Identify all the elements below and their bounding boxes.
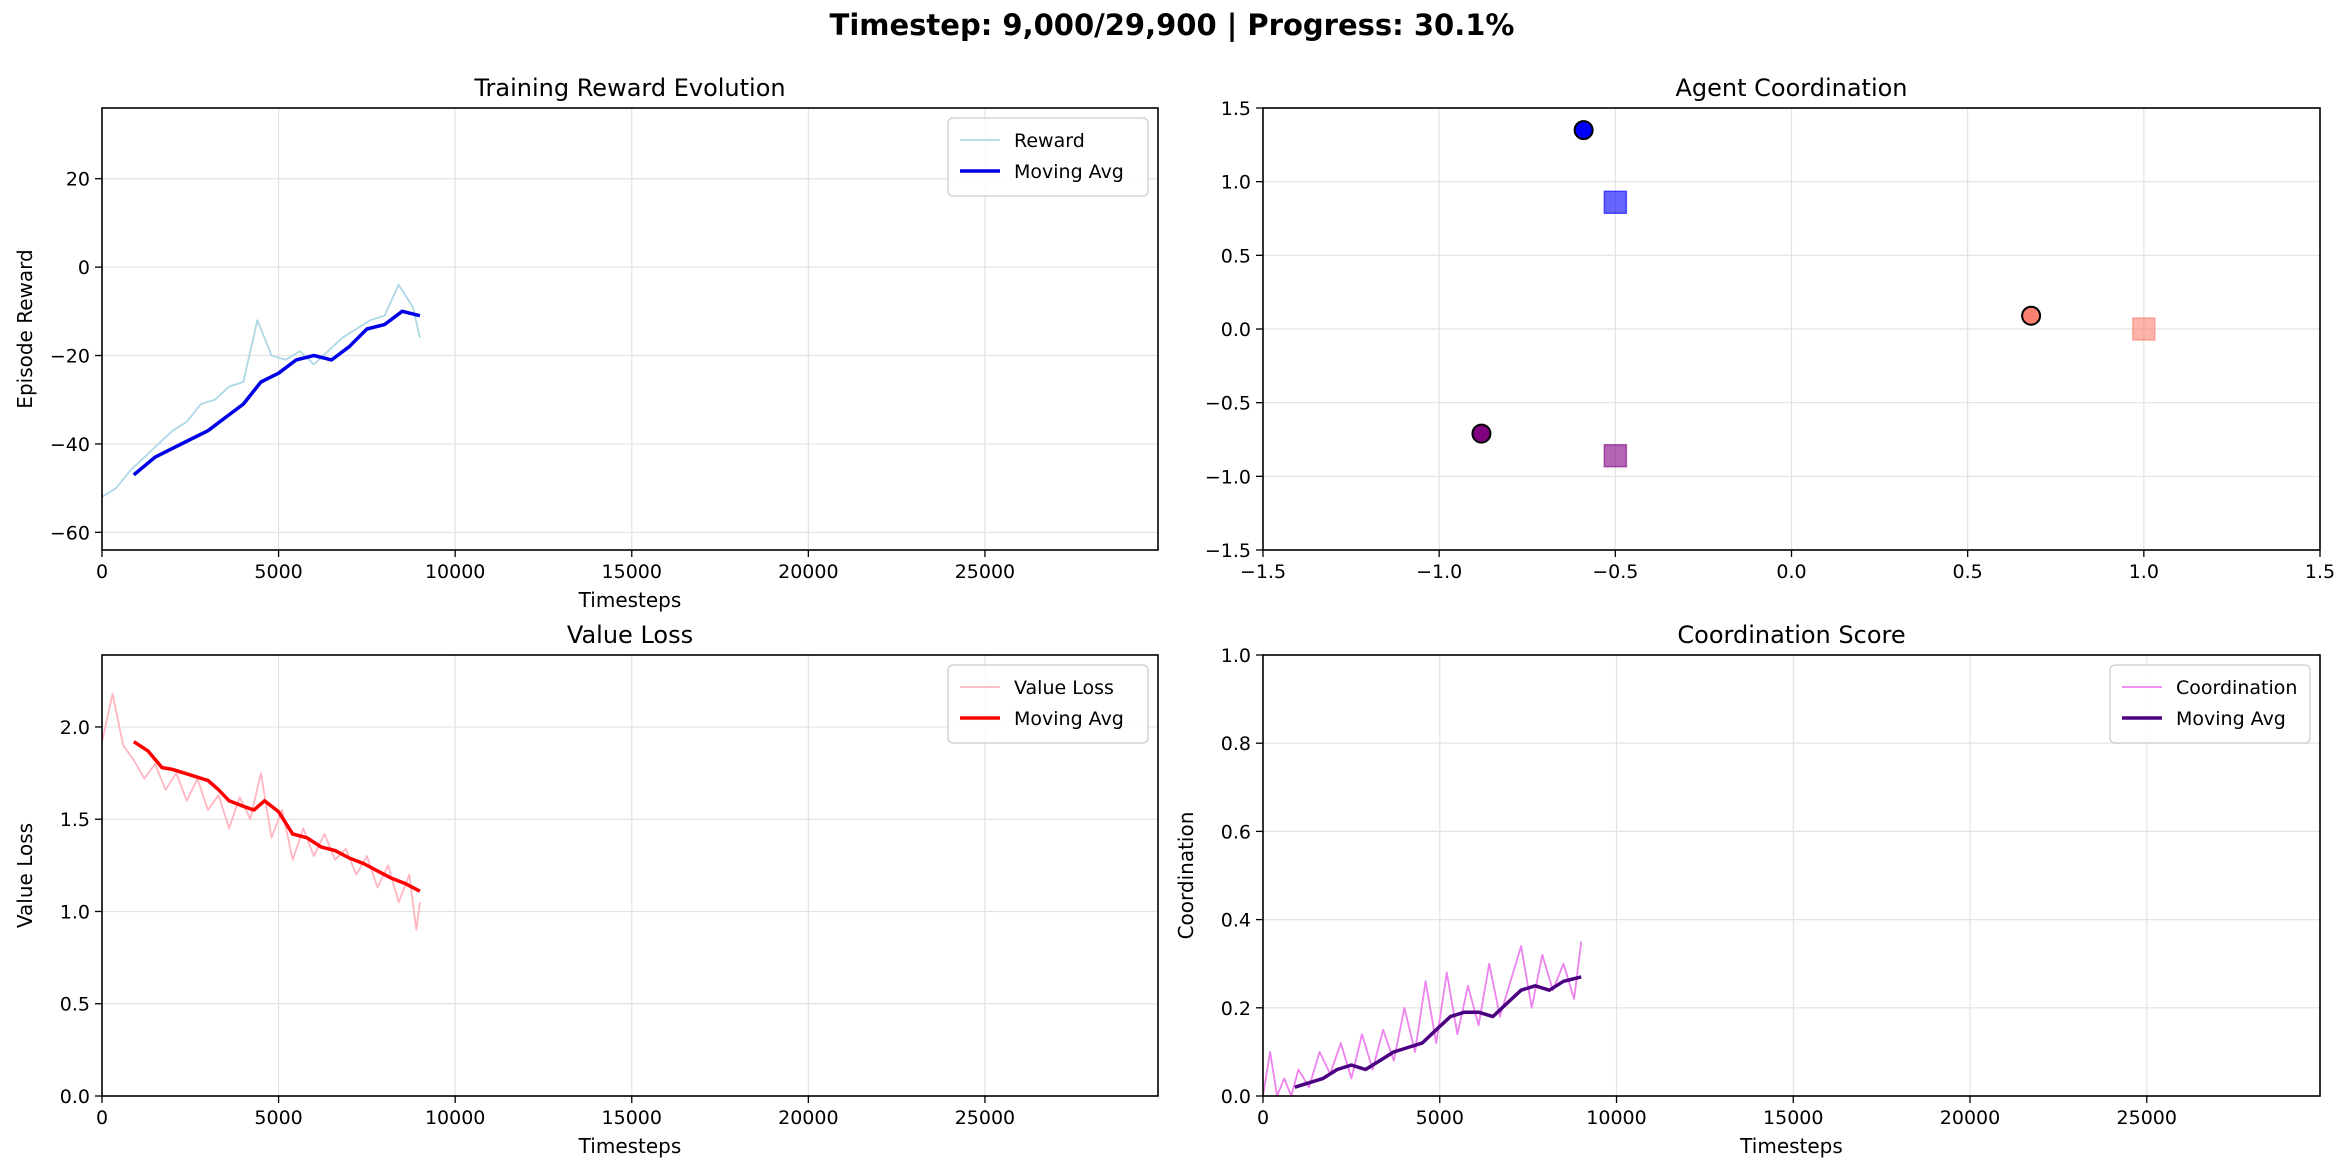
x-axis-label: Timesteps — [1739, 1134, 1843, 1158]
y-tick-label: 0.6 — [1221, 821, 1251, 843]
axes-frame — [101, 654, 1159, 1097]
y-tick-label: 1.0 — [60, 901, 90, 923]
plot-data — [102, 692, 421, 931]
x-tick-label: 15000 — [602, 561, 662, 583]
target-marker — [2132, 317, 2156, 341]
y-tick-label: 0 — [78, 257, 90, 279]
figure-suptitle: Timestep: 9,000/29,900 | Progress: 30.1% — [829, 8, 1515, 42]
legend-label: Reward — [1014, 130, 1085, 152]
y-tick-label: 0.0 — [1221, 319, 1251, 341]
legend-box — [947, 117, 1149, 197]
y-tick-label: 20 — [66, 169, 90, 191]
y-tick-label: −1.5 — [1205, 540, 1251, 562]
y-tick-label: −1.0 — [1205, 466, 1251, 488]
axes-title: Value Loss — [567, 621, 693, 649]
series-line — [102, 692, 421, 931]
y-tick-label: 1.5 — [60, 809, 90, 831]
series-line — [102, 283, 421, 498]
x-tick-label: 10000 — [425, 1107, 485, 1129]
y-axis-label: Value Loss — [13, 823, 37, 928]
x-tick-label: 20000 — [1940, 1107, 2000, 1129]
y-tick-label: 1.0 — [1221, 172, 1251, 194]
axes-title: Agent Coordination — [1675, 74, 1907, 102]
x-tick-label: 25000 — [955, 1107, 1015, 1129]
x-tick-label: 0.0 — [1776, 561, 1806, 583]
x-tick-label: 0 — [1257, 1107, 1269, 1129]
series-line — [1294, 975, 1582, 1089]
x-axis-label: Timesteps — [578, 1134, 682, 1158]
target-marker — [1603, 443, 1628, 468]
x-tick-label: 1.5 — [2305, 561, 2335, 583]
axes-title: Coordination Score — [1677, 621, 1905, 649]
x-tick-label: 25000 — [2117, 1107, 2177, 1129]
x-tick-label: 0 — [96, 561, 108, 583]
x-tick-label: 0.5 — [1953, 561, 1983, 583]
y-tick-label: −0.5 — [1205, 393, 1251, 415]
y-tick-label: 0.0 — [1221, 1086, 1251, 1108]
x-tick-label: 1.0 — [2129, 561, 2159, 583]
y-tick-label: 0.2 — [1221, 998, 1251, 1020]
target-marker — [1603, 190, 1628, 215]
series-line — [1263, 941, 1583, 1096]
legend-box — [947, 664, 1149, 744]
plot-data — [1471, 120, 2156, 468]
y-tick-label: 0.4 — [1221, 910, 1251, 932]
x-tick-label: 5000 — [1416, 1107, 1464, 1129]
x-tick-label: 10000 — [1586, 1107, 1646, 1129]
legend-label: Coordination — [2176, 677, 2297, 699]
x-tick-label: 15000 — [602, 1107, 662, 1129]
series-line — [132, 740, 421, 893]
agent-marker — [2021, 305, 2042, 326]
x-tick-label: 25000 — [955, 561, 1015, 583]
y-tick-label: −60 — [50, 522, 90, 544]
panel-coordination-score: 0 5000 10000 15000 20000 25000 0.0 0.2 0.4 0.6 0.8… — [1174, 621, 2321, 1158]
x-tick-label: −0.5 — [1592, 561, 1638, 583]
legend-box — [2109, 664, 2311, 744]
panel-value-loss: 0 5000 10000 15000 20000 25000 0.0 0.5 1.0 1.5 2.0… — [13, 621, 1159, 1158]
y-tick-label: 1.0 — [1221, 645, 1251, 667]
y-axis-label: Coordination — [1174, 812, 1198, 940]
x-tick-label: 0 — [96, 1107, 108, 1129]
plot-data — [102, 283, 421, 498]
x-tick-label: −1.5 — [1240, 561, 1286, 583]
legend-label: Moving Avg — [2176, 708, 2286, 730]
legend-label: Moving Avg — [1014, 708, 1124, 730]
panel-agent-coordination: −1.5 −1.0 −0.5 0.0 0.5 1.0 1.5 −1.5 −1.0 −0.5 0.0 0… — [1205, 74, 2335, 583]
panel-reward: 0 5000 10000 15000 20000 25000 −60 −40 −20 0 20 Tra… — [13, 74, 1159, 612]
y-tick-label: 0.8 — [1221, 733, 1251, 755]
y-axis-label: Episode Reward — [13, 249, 37, 408]
legend-label: Value Loss — [1014, 677, 1114, 699]
x-tick-label: 20000 — [778, 561, 838, 583]
axes-frame — [1262, 107, 2321, 551]
plot-data — [1263, 941, 1583, 1096]
legend-label: Moving Avg — [1014, 161, 1124, 183]
x-tick-label: −1.0 — [1416, 561, 1462, 583]
x-tick-label: 15000 — [1763, 1107, 1823, 1129]
x-axis-label: Timesteps — [578, 588, 682, 612]
axes-frame — [1262, 654, 2321, 1097]
x-tick-label: 5000 — [254, 1107, 302, 1129]
x-tick-label: 5000 — [254, 561, 302, 583]
x-tick-label: 20000 — [778, 1107, 838, 1129]
x-tick-label: 10000 — [425, 561, 485, 583]
y-tick-label: 1.5 — [1221, 98, 1251, 120]
y-tick-label: 0.0 — [60, 1086, 90, 1108]
axes-title: Training Reward Evolution — [473, 74, 785, 102]
agent-marker — [1471, 423, 1492, 444]
y-tick-label: −20 — [50, 346, 90, 368]
y-tick-label: 0.5 — [60, 994, 90, 1016]
series-line — [132, 309, 421, 477]
agent-marker — [1573, 120, 1594, 141]
y-tick-label: −40 — [50, 434, 90, 456]
y-tick-label: 2.0 — [60, 717, 90, 739]
y-tick-label: 0.5 — [1221, 245, 1251, 267]
axes-frame — [101, 107, 1159, 551]
